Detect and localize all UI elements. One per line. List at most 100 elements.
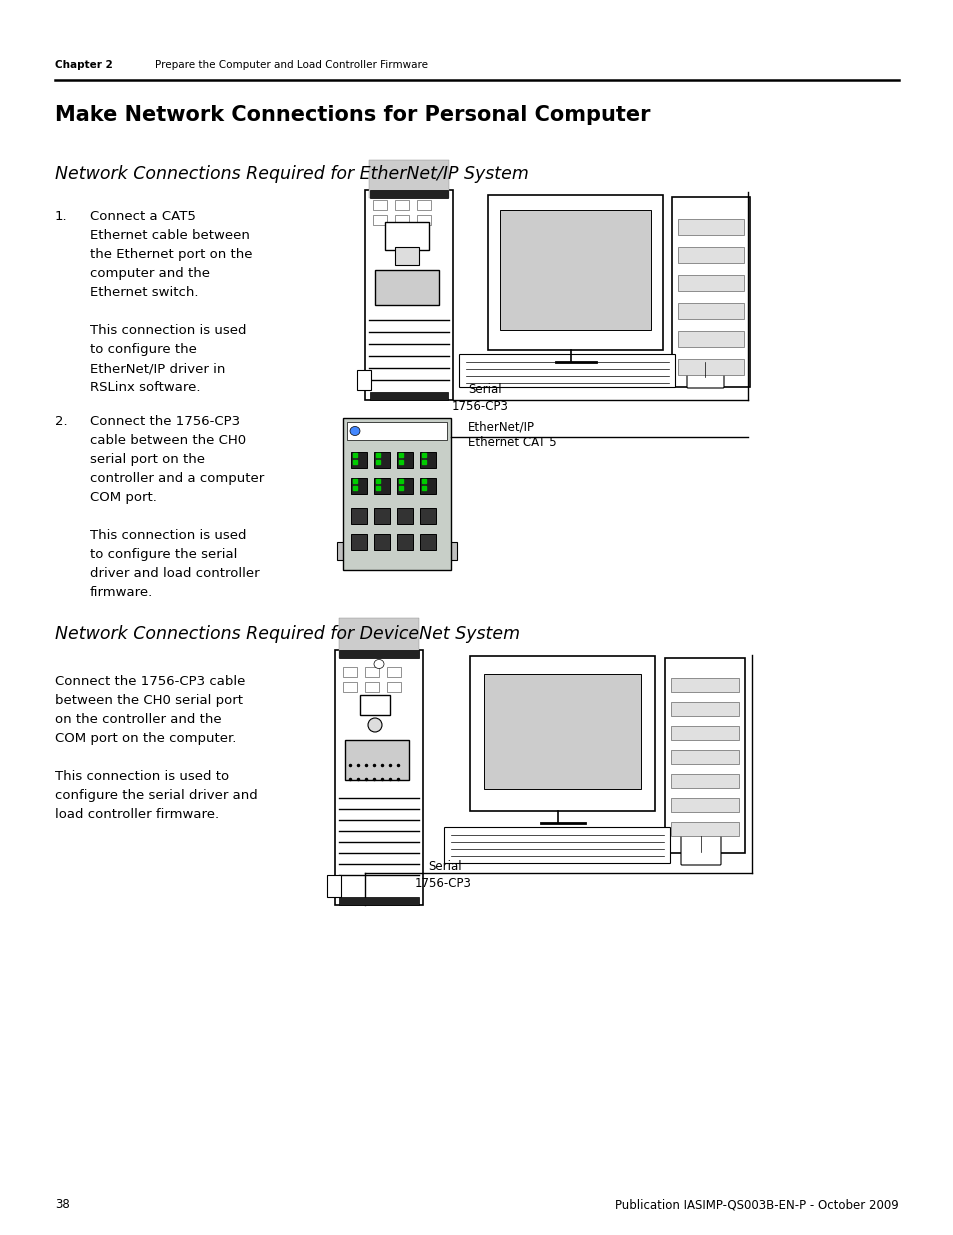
- Text: 1756-CP3: 1756-CP3: [415, 877, 472, 890]
- Text: the Ethernet port on the: the Ethernet port on the: [90, 248, 253, 261]
- Text: 38: 38: [55, 1198, 70, 1212]
- Bar: [365, 190, 453, 400]
- Bar: [416, 200, 431, 210]
- Bar: [345, 740, 409, 781]
- Text: driver and load controller: driver and load controller: [90, 567, 259, 580]
- Bar: [678, 303, 743, 319]
- Text: This connection is used to: This connection is used to: [55, 769, 229, 783]
- Text: to configure the: to configure the: [90, 343, 196, 356]
- Text: This connection is used: This connection is used: [90, 529, 246, 542]
- Bar: [385, 222, 429, 249]
- Bar: [395, 247, 418, 266]
- Text: configure the serial driver and: configure the serial driver and: [55, 789, 257, 802]
- Text: EtherNet/IP: EtherNet/IP: [468, 420, 535, 433]
- Bar: [375, 270, 438, 305]
- Bar: [356, 370, 371, 390]
- Text: COM port on the computer.: COM port on the computer.: [55, 732, 236, 745]
- Text: 1.: 1.: [55, 210, 68, 224]
- Bar: [351, 508, 367, 524]
- Bar: [670, 798, 739, 811]
- Bar: [373, 215, 387, 225]
- Ellipse shape: [350, 426, 359, 436]
- Text: Ethernet CAT 5: Ethernet CAT 5: [468, 436, 556, 450]
- Bar: [678, 331, 743, 347]
- Bar: [483, 674, 640, 789]
- Bar: [373, 200, 387, 210]
- Text: Prepare the Computer and Load Controller Firmware: Prepare the Computer and Load Controller…: [154, 61, 428, 70]
- Text: Ethernet switch.: Ethernet switch.: [90, 287, 198, 299]
- Bar: [343, 682, 356, 692]
- Bar: [338, 650, 418, 658]
- Bar: [387, 682, 400, 692]
- Bar: [670, 823, 739, 836]
- Bar: [370, 391, 448, 400]
- FancyBboxPatch shape: [444, 827, 670, 863]
- Text: 2.: 2.: [55, 415, 68, 429]
- Bar: [678, 275, 743, 291]
- Bar: [395, 200, 409, 210]
- Text: Connect the 1756-CP3 cable: Connect the 1756-CP3 cable: [55, 676, 245, 688]
- Ellipse shape: [374, 659, 384, 668]
- Bar: [671, 198, 749, 387]
- Text: serial port on the: serial port on the: [90, 453, 205, 466]
- Bar: [499, 210, 650, 330]
- Text: Connect the 1756-CP3: Connect the 1756-CP3: [90, 415, 240, 429]
- Bar: [670, 678, 739, 692]
- Text: Chapter 2: Chapter 2: [55, 61, 112, 70]
- Bar: [396, 478, 413, 494]
- Bar: [396, 508, 413, 524]
- Text: Ethernet cable between: Ethernet cable between: [90, 228, 250, 242]
- Ellipse shape: [368, 718, 381, 732]
- Bar: [670, 750, 739, 764]
- Bar: [419, 508, 436, 524]
- Bar: [359, 695, 390, 715]
- Bar: [351, 452, 367, 468]
- Bar: [444, 542, 456, 559]
- Bar: [327, 876, 340, 897]
- Text: Network Connections Required for DeviceNet System: Network Connections Required for DeviceN…: [55, 625, 519, 643]
- Text: 1756-CP3: 1756-CP3: [452, 400, 508, 412]
- Bar: [419, 534, 436, 550]
- Text: EtherNet/IP driver in: EtherNet/IP driver in: [90, 362, 225, 375]
- Bar: [365, 682, 378, 692]
- Bar: [370, 190, 448, 198]
- Bar: [470, 656, 655, 811]
- FancyBboxPatch shape: [680, 835, 720, 864]
- Bar: [374, 478, 390, 494]
- Bar: [351, 534, 367, 550]
- Bar: [664, 658, 744, 853]
- Bar: [365, 667, 378, 677]
- Bar: [369, 161, 449, 198]
- Bar: [343, 667, 356, 677]
- Text: Network Connections Required for EtherNet/IP System: Network Connections Required for EtherNe…: [55, 165, 528, 183]
- Bar: [396, 534, 413, 550]
- Bar: [374, 534, 390, 550]
- Bar: [351, 478, 367, 494]
- Bar: [488, 195, 662, 350]
- Bar: [335, 650, 422, 905]
- Text: between the CH0 serial port: between the CH0 serial port: [55, 694, 243, 706]
- Text: controller and a computer: controller and a computer: [90, 472, 264, 485]
- Bar: [374, 452, 390, 468]
- Bar: [336, 542, 349, 559]
- Text: load controller firmware.: load controller firmware.: [55, 808, 219, 821]
- Text: Serial: Serial: [468, 383, 501, 396]
- Bar: [678, 247, 743, 263]
- Text: computer and the: computer and the: [90, 267, 210, 280]
- Text: This connection is used: This connection is used: [90, 324, 246, 337]
- Bar: [374, 508, 390, 524]
- FancyBboxPatch shape: [459, 354, 675, 388]
- Bar: [419, 452, 436, 468]
- Text: Serial: Serial: [428, 860, 461, 873]
- Text: cable between the CH0: cable between the CH0: [90, 433, 246, 447]
- Bar: [396, 452, 413, 468]
- Bar: [670, 701, 739, 716]
- Bar: [419, 478, 436, 494]
- Text: Publication IASIMP-QS003B-EN-P - October 2009: Publication IASIMP-QS003B-EN-P - October…: [615, 1198, 898, 1212]
- FancyBboxPatch shape: [686, 361, 723, 388]
- Bar: [670, 726, 739, 740]
- Text: COM port.: COM port.: [90, 492, 156, 504]
- Bar: [338, 897, 418, 905]
- Text: Make Network Connections for Personal Computer: Make Network Connections for Personal Co…: [55, 105, 650, 125]
- Bar: [338, 618, 418, 658]
